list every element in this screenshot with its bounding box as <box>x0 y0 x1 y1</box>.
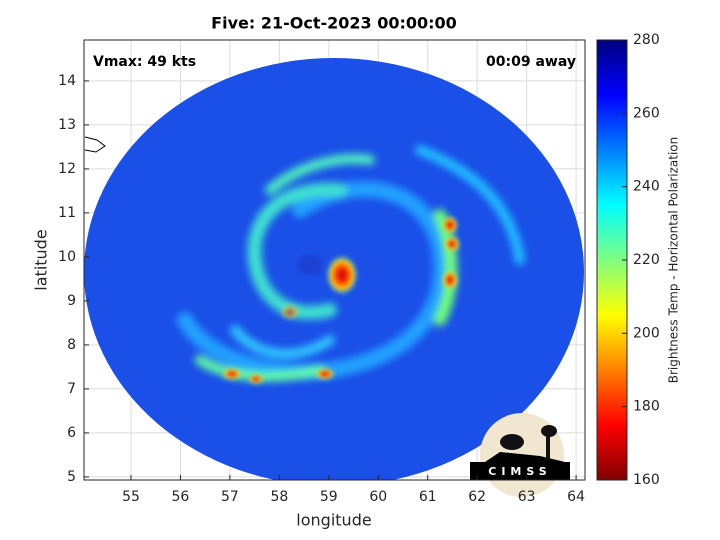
plot-frame <box>83 39 586 481</box>
x-tick-label: 55 <box>122 489 140 505</box>
y-tick-label: 5 <box>67 469 76 485</box>
y-tick-label: 8 <box>67 337 76 353</box>
y-tick-label: 10 <box>58 249 76 265</box>
coastline <box>84 136 106 153</box>
logo-text: CIMSS <box>488 465 551 478</box>
satellite-swath <box>84 58 584 480</box>
x-tick-label: 64 <box>567 489 585 505</box>
x-tick-label: 61 <box>419 489 437 505</box>
logo: CIMSS <box>470 413 570 497</box>
y-axis-label: latitude <box>32 229 51 290</box>
colorbar-tick-label: 240 <box>633 179 660 195</box>
x-tick-label: 59 <box>320 489 338 505</box>
y-tick-label: 7 <box>67 381 76 397</box>
chart-title: Five: 21-Oct-2023 00:00:00 <box>211 14 457 33</box>
colorbar-tick-label: 260 <box>633 105 660 121</box>
colorbar-tick-label: 160 <box>633 472 660 488</box>
x-tick-label: 62 <box>468 489 486 505</box>
annotation: Vmax: 49 kts <box>93 54 196 70</box>
y-tick-label: 11 <box>58 205 76 221</box>
colorbar-tick-label: 180 <box>633 399 660 415</box>
annotation: 00:09 away <box>486 54 576 70</box>
colorbar-tick-label: 200 <box>633 325 660 341</box>
y-tick-label: 9 <box>67 293 76 309</box>
y-tick-label: 6 <box>67 425 76 441</box>
colorbar-tick-label: 280 <box>633 32 660 48</box>
y-tick-label: 12 <box>58 161 76 177</box>
x-tick-label: 60 <box>369 489 387 505</box>
colorbar-label: Brightness Temp - Horizontal Polarizatio… <box>667 137 681 384</box>
colorbar-tick-label: 220 <box>633 252 660 268</box>
y-tick-label: 14 <box>58 73 76 89</box>
x-tick-label: 63 <box>518 489 536 505</box>
y-tick-label: 13 <box>58 117 76 133</box>
x-tick-label: 56 <box>172 489 190 505</box>
x-tick-label: 58 <box>270 489 288 505</box>
x-axis-label: longitude <box>296 511 371 530</box>
x-tick-label: 57 <box>221 489 239 505</box>
